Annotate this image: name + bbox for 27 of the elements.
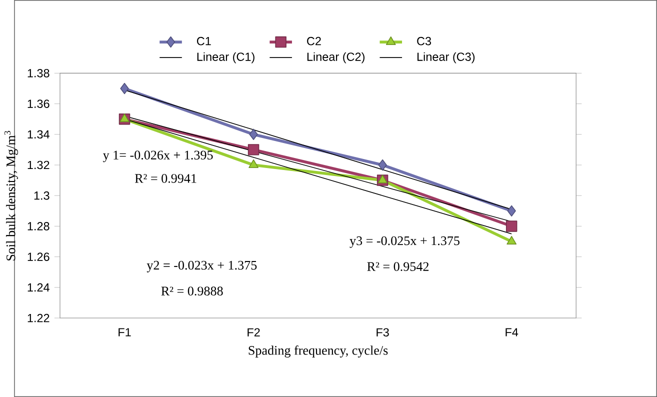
y-axis-title: Soil bulk density, Mg/m$^{3}$ <box>4 130 18 260</box>
legend-label: C2 <box>307 36 321 46</box>
annotation: R² = 0.9941 <box>134 174 196 183</box>
annotation: y 1= -0.026x + 1.395 <box>102 150 213 162</box>
annotation: y3 = -0.025x + 1.375 <box>350 236 460 248</box>
y-tick-label: 1.36 <box>28 100 50 108</box>
y-tick-label: 1.22 <box>28 314 50 322</box>
annotation: R² = 0.9542 <box>367 262 429 271</box>
legend-label: Linear (C1) <box>197 52 254 64</box>
annotation: R² = 0.9888 <box>161 286 223 296</box>
y-tick-label: 1.38 <box>28 68 50 78</box>
annotation: y2 = -0.023x + 1.375 <box>146 260 257 272</box>
legend-label: C3 <box>417 36 432 46</box>
x-tick-label: F1 <box>118 328 131 336</box>
y-tick-label: 1.32 <box>28 160 50 170</box>
y-tick-label: 1.28 <box>28 222 50 230</box>
x-tick-label: F4 <box>506 328 518 336</box>
legend-label: C1 <box>196 36 211 46</box>
x-tick-label: F2 <box>248 328 260 336</box>
y-tick-label: 1.3 <box>34 191 50 200</box>
y-tick-label: 1.26 <box>28 252 50 261</box>
legend-label: Linear (C3) <box>417 52 475 64</box>
y-tick-label: 1.34 <box>28 130 50 139</box>
y-tick-label: 1.24 <box>28 283 50 292</box>
x-tick-label: F3 <box>376 328 389 336</box>
legend-label: Linear (C2) <box>307 52 364 64</box>
x-axis-title: Spading frequency, cycle/s <box>248 345 388 358</box>
